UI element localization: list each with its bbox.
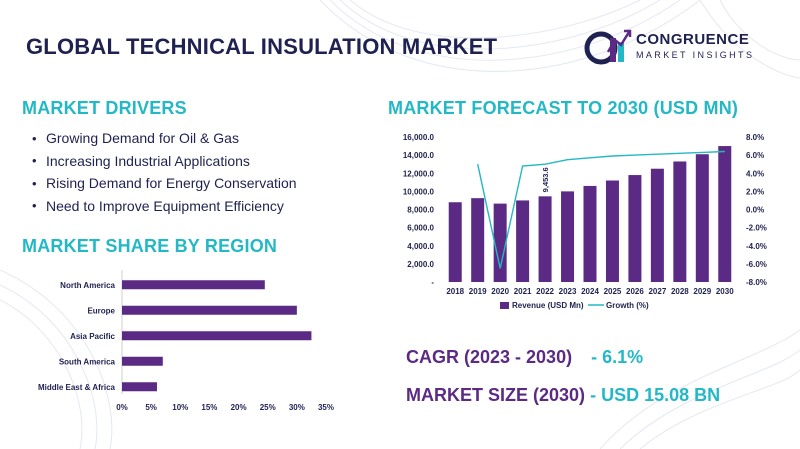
- logo-mark-icon: [584, 29, 632, 65]
- x-tick-label: 25%: [260, 403, 276, 412]
- x-tick-label: 2021: [514, 287, 532, 296]
- bullet-icon: •: [32, 175, 37, 191]
- revenue-bar: [493, 203, 507, 282]
- left-tick-label: 12,000.0: [403, 169, 435, 178]
- right-tick-label: 2.0%: [746, 187, 764, 196]
- x-tick-label: 2026: [626, 287, 644, 296]
- revenue-bar: [561, 191, 575, 282]
- cagr-line: CAGR (2023 - 2030) - 6.1%: [406, 347, 643, 368]
- x-tick-label: 2024: [581, 287, 599, 296]
- cagr-value: - 6.1%: [591, 347, 644, 367]
- right-tick-label: 8.0%: [746, 133, 764, 142]
- region-label: South America: [59, 357, 116, 366]
- left-tick-label: 6,000.0: [407, 224, 434, 233]
- logo-name: CONGRUENCE: [636, 31, 750, 48]
- market-size-value: USD 15.08 BN: [601, 385, 721, 405]
- growth-line: [477, 150, 725, 269]
- right-tick-label: -6.0%: [746, 260, 767, 269]
- revenue-bar: [583, 185, 597, 282]
- drivers-heading: MARKET DRIVERS: [22, 98, 187, 118]
- x-tick-label: 2028: [671, 287, 689, 296]
- right-tick-label: -4.0%: [746, 242, 767, 251]
- right-tick-label: 4.0%: [746, 169, 764, 178]
- x-tick-label: 2029: [693, 287, 711, 296]
- revenue-bar: [650, 168, 664, 282]
- driver-text: Increasing Industrial Applications: [46, 152, 250, 169]
- x-tick-label: 20%: [231, 403, 247, 412]
- left-tick-label: 10,000.0: [403, 187, 435, 196]
- data-label: 9,453.6: [541, 167, 550, 192]
- x-tick-label: 2020: [491, 287, 509, 296]
- x-tick-label: 0%: [116, 403, 128, 412]
- list-item: • Growing Demand for Oil & Gas: [32, 127, 297, 150]
- revenue-bar: [471, 198, 485, 282]
- region-bar: [122, 382, 157, 392]
- x-tick-label: 2030: [716, 287, 734, 296]
- region-bar: [122, 331, 312, 341]
- x-tick-label: 2018: [446, 287, 464, 296]
- revenue-bar: [718, 146, 732, 282]
- x-tick-label: 2027: [648, 287, 666, 296]
- revenue-bar: [628, 175, 642, 282]
- drivers-list: • Growing Demand for Oil & Gas • Increasin…: [32, 127, 297, 217]
- legend-label-revenue: Revenue (USD Mn): [512, 301, 584, 310]
- x-tick-label: 15%: [201, 403, 217, 412]
- forecast-chart: - 2,000.0 4,000.0 6,000.0 8,000.0 10,000.0 12,…: [403, 133, 767, 310]
- company-logo: CONGRUENCE MARKET INSIGHTS: [584, 26, 784, 70]
- legend-swatch-revenue: [500, 302, 509, 309]
- right-tick-label: 0.0%: [746, 206, 764, 215]
- right-tick-label: -2.0%: [746, 224, 767, 233]
- x-tick-label: 2022: [536, 287, 554, 296]
- region-label: North America: [60, 281, 115, 290]
- page-title: GLOBAL TECHNICAL INSULATION MARKET: [26, 34, 498, 59]
- logo-tagline: MARKET INSIGHTS: [636, 50, 755, 60]
- market-size-separator: -: [590, 385, 597, 405]
- left-tick-label: 4,000.0: [407, 242, 434, 251]
- right-tick-label: 6.0%: [746, 151, 764, 160]
- region-label: Europe: [87, 306, 115, 315]
- driver-text: Rising Demand for Energy Conservation: [46, 175, 297, 192]
- x-tick-label: 35%: [318, 403, 334, 412]
- x-tick-label: 2025: [604, 287, 622, 296]
- bullet-icon: •: [32, 153, 37, 169]
- left-tick-label: 8,000.0: [407, 206, 434, 215]
- market-size-line: MARKET SIZE (2030) - USD 15.08 BN: [406, 385, 720, 406]
- forecast-heading: MARKET FORECAST TO 2030 (USD MN): [388, 98, 739, 118]
- left-tick-label: -: [431, 278, 434, 287]
- region-label: Middle East & Africa: [38, 383, 116, 392]
- revenue-bar: [673, 161, 687, 282]
- revenue-bar: [605, 180, 619, 282]
- region-bar: [122, 356, 163, 366]
- cagr-label: CAGR (2023 - 2030): [406, 347, 573, 367]
- region-bar: [122, 280, 265, 290]
- x-tick-label: 10%: [172, 403, 188, 412]
- x-tick-label: 30%: [289, 403, 305, 412]
- list-item: • Need to Improve Equipment Efficiency: [32, 195, 297, 218]
- legend-label-growth: Growth (%): [606, 301, 649, 310]
- region-label: Asia Pacific: [70, 332, 115, 341]
- region-bar: [122, 305, 297, 315]
- left-tick-label: 14,000.0: [403, 151, 435, 160]
- list-item: • Increasing Industrial Applications: [32, 150, 297, 173]
- driver-text: Need to Improve Equipment Efficiency: [46, 197, 284, 214]
- revenue-bar: [538, 196, 552, 282]
- revenue-bar: [448, 202, 462, 282]
- market-size-label: MARKET SIZE (2030): [406, 385, 586, 405]
- region-share-chart: North America Europe Asia Pacific South Ame…: [38, 270, 334, 412]
- x-tick-label: 2019: [469, 287, 487, 296]
- left-tick-label: 2,000.0: [407, 260, 434, 269]
- right-tick-label: -8.0%: [746, 278, 767, 287]
- revenue-bar: [516, 200, 530, 282]
- revenue-bar: [695, 154, 709, 282]
- list-item: • Rising Demand for Energy Conservation: [32, 172, 297, 195]
- share-heading: MARKET SHARE BY REGION: [22, 236, 278, 256]
- left-tick-label: 16,000.0: [403, 133, 435, 142]
- x-tick-label: 2023: [559, 287, 577, 296]
- bullet-icon: •: [32, 130, 37, 146]
- bullet-icon: •: [32, 198, 37, 214]
- driver-text: Growing Demand for Oil & Gas: [46, 130, 239, 147]
- x-tick-label: 5%: [145, 403, 157, 412]
